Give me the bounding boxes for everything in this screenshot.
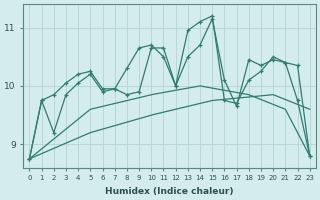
X-axis label: Humidex (Indice chaleur): Humidex (Indice chaleur) xyxy=(105,187,234,196)
